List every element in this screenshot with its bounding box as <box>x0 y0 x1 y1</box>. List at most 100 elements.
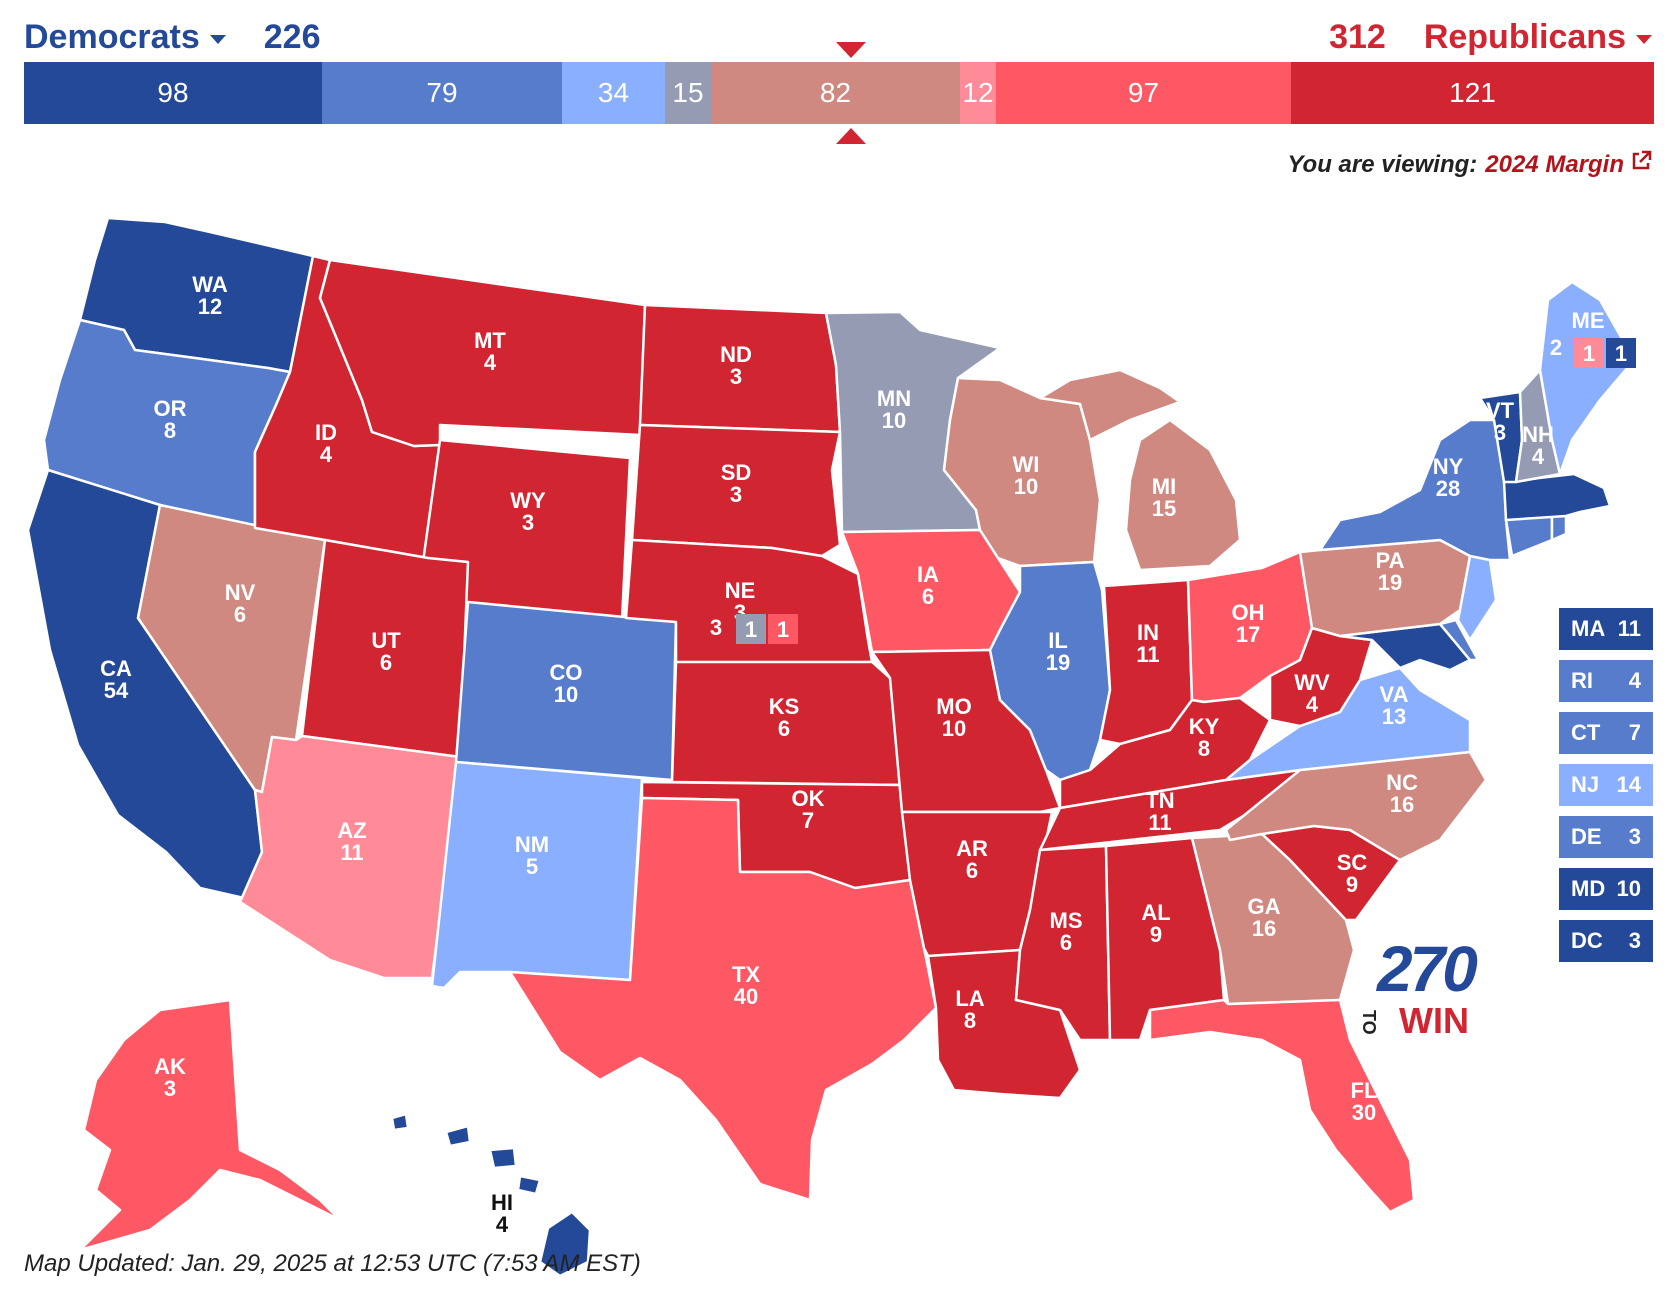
me-district-statewide: 2 <box>1550 335 1562 360</box>
state-ma[interactable] <box>1502 472 1612 522</box>
small-state-ev: 7 <box>1628 720 1641 745</box>
state-label-sd: SD <box>721 460 752 485</box>
state-ev-al: 9 <box>1150 922 1162 947</box>
republicans-total: 312 <box>1329 17 1386 56</box>
bar-segment-likely-r[interactable]: 97 <box>996 62 1291 124</box>
small-state-ev: 3 <box>1628 928 1641 953</box>
small-state-ri[interactable]: RI 4 <box>1559 660 1653 702</box>
state-label-in: IN <box>1137 620 1159 645</box>
state-wv[interactable] <box>1268 626 1374 728</box>
state-label-wa: WA <box>192 272 228 297</box>
small-state-abbr: RI <box>1571 668 1593 693</box>
small-state-abbr: NJ <box>1571 772 1600 797</box>
state-label-al: AL <box>1141 900 1170 925</box>
state-ev-nh: 4 <box>1532 444 1545 469</box>
state-tx[interactable] <box>508 796 938 1202</box>
state-label-ia: IA <box>917 562 939 587</box>
state-label-ky: KY <box>1189 714 1220 739</box>
state-ev-la: 8 <box>964 1008 976 1033</box>
state-label-ak: AK <box>154 1054 186 1079</box>
republicans-label: Republicans <box>1423 17 1626 56</box>
small-state-abbr: DE <box>1571 824 1602 849</box>
small-state-de[interactable]: DE 3 <box>1559 816 1653 858</box>
state-ev-ok: 7 <box>802 808 814 833</box>
state-ev-sd: 3 <box>730 482 742 507</box>
democrats-header[interactable]: Democrats 226 <box>24 14 320 60</box>
bar-segment-lean-d[interactable]: 34 <box>562 62 665 124</box>
state-label-ar: AR <box>956 836 988 861</box>
bar-segment-solid-d[interactable]: 98 <box>24 62 322 124</box>
state-mt[interactable] <box>318 258 647 448</box>
me-district-box-1[interactable] <box>1606 338 1636 368</box>
state-ev-oh: 17 <box>1236 622 1260 647</box>
bar-segment-lean-r[interactable]: 12 <box>960 62 996 124</box>
ne-district-box-2[interactable] <box>736 614 766 644</box>
small-state-ct[interactable]: CT 7 <box>1559 712 1653 754</box>
bar-segment-tilt-d[interactable]: 15 <box>665 62 711 124</box>
state-label-ok: OK <box>792 786 825 811</box>
small-state-ev: 11 <box>1617 616 1641 641</box>
small-state-nj[interactable]: NJ 14 <box>1559 764 1653 806</box>
bar-segment-likely-d[interactable]: 79 <box>322 62 562 124</box>
viewing-link[interactable]: 2024 Margin <box>1485 150 1624 178</box>
state-label-la: LA <box>955 986 984 1011</box>
small-state-md[interactable]: MD 10 <box>1559 868 1653 910</box>
state-fl[interactable] <box>1148 998 1416 1214</box>
state-ev-or: 8 <box>164 418 176 443</box>
state-me[interactable] <box>1538 280 1636 476</box>
state-label-id: ID <box>315 420 337 445</box>
state-ev-ks: 6 <box>778 716 790 741</box>
chevron-down-icon[interactable] <box>1636 34 1652 44</box>
state-ev-vt: 3 <box>1494 420 1506 445</box>
state-il[interactable] <box>988 560 1112 782</box>
state-ev-wy: 3 <box>522 510 534 535</box>
map-updated-text: Map Updated: Jan. 29, 2025 at 12:53 UTC … <box>24 1250 641 1277</box>
small-state-abbr: MD <box>1571 876 1606 901</box>
state-ev-wi: 10 <box>1014 474 1038 499</box>
external-link-icon[interactable] <box>1630 150 1652 179</box>
state-ct[interactable] <box>1504 514 1554 558</box>
logo-to: TO <box>1359 1010 1379 1035</box>
ne-district-statewide: 3 <box>710 615 722 640</box>
state-ev-nd: 3 <box>730 364 742 389</box>
bar-segment-solid-r[interactable]: 121 <box>1291 62 1654 124</box>
state-de[interactable] <box>1438 618 1480 662</box>
small-state-ma[interactable]: MA 11 <box>1559 608 1653 650</box>
state-ne[interactable] <box>624 538 874 668</box>
bar-segment-tilt-r[interactable]: 82 <box>711 62 960 124</box>
state-label-nm: NM <box>515 832 549 857</box>
chevron-down-icon[interactable] <box>209 34 226 44</box>
small-state-ev: 14 <box>1616 772 1641 797</box>
democrats-label: Democrats <box>24 17 200 56</box>
state-ev-tn: 11 <box>1148 810 1171 835</box>
state-ev-wa: 12 <box>198 294 222 319</box>
state-mi[interactable] <box>1124 418 1242 572</box>
state-labels: WA12OR8CA54NV6ID4MT4WY3UT6AZ11CO10NM5ND3… <box>100 272 1604 1237</box>
logo-win: WIN <box>1399 1000 1469 1041</box>
me-district-2: 1 <box>1583 341 1595 366</box>
republicans-header[interactable]: 312 Republicans <box>1329 14 1652 60</box>
state-label-ut: UT <box>371 628 401 653</box>
state-label-ca: CA <box>100 656 132 681</box>
state-label-ks: KS <box>769 694 800 719</box>
state-hi[interactable] <box>538 1210 592 1278</box>
state-label-me: ME <box>1572 308 1605 333</box>
small-state-dc[interactable]: DC 3 <box>1559 920 1653 962</box>
state-ev-ak: 3 <box>164 1076 176 1101</box>
state-ak[interactable] <box>78 998 342 1252</box>
me-district-box-2[interactable] <box>1574 338 1604 368</box>
state-ri[interactable] <box>1550 514 1568 542</box>
state-label-mn: MN <box>877 386 911 411</box>
state-label-ms: MS <box>1050 908 1083 933</box>
state-label-tx: TX <box>732 962 760 987</box>
state-hi-isl[interactable] <box>390 1112 542 1196</box>
state-mi-up[interactable] <box>1038 368 1182 442</box>
state-ny[interactable] <box>1318 418 1512 562</box>
state-label-nh: NH <box>1522 422 1554 447</box>
state-label-va: VA <box>1380 682 1409 707</box>
state-ev-nc: 16 <box>1390 792 1414 817</box>
small-state-ev: 3 <box>1628 824 1641 849</box>
state-label-ga: GA <box>1248 894 1281 919</box>
logo-number: 270 <box>1377 933 1478 1005</box>
ne-district-box-1[interactable] <box>768 614 798 644</box>
